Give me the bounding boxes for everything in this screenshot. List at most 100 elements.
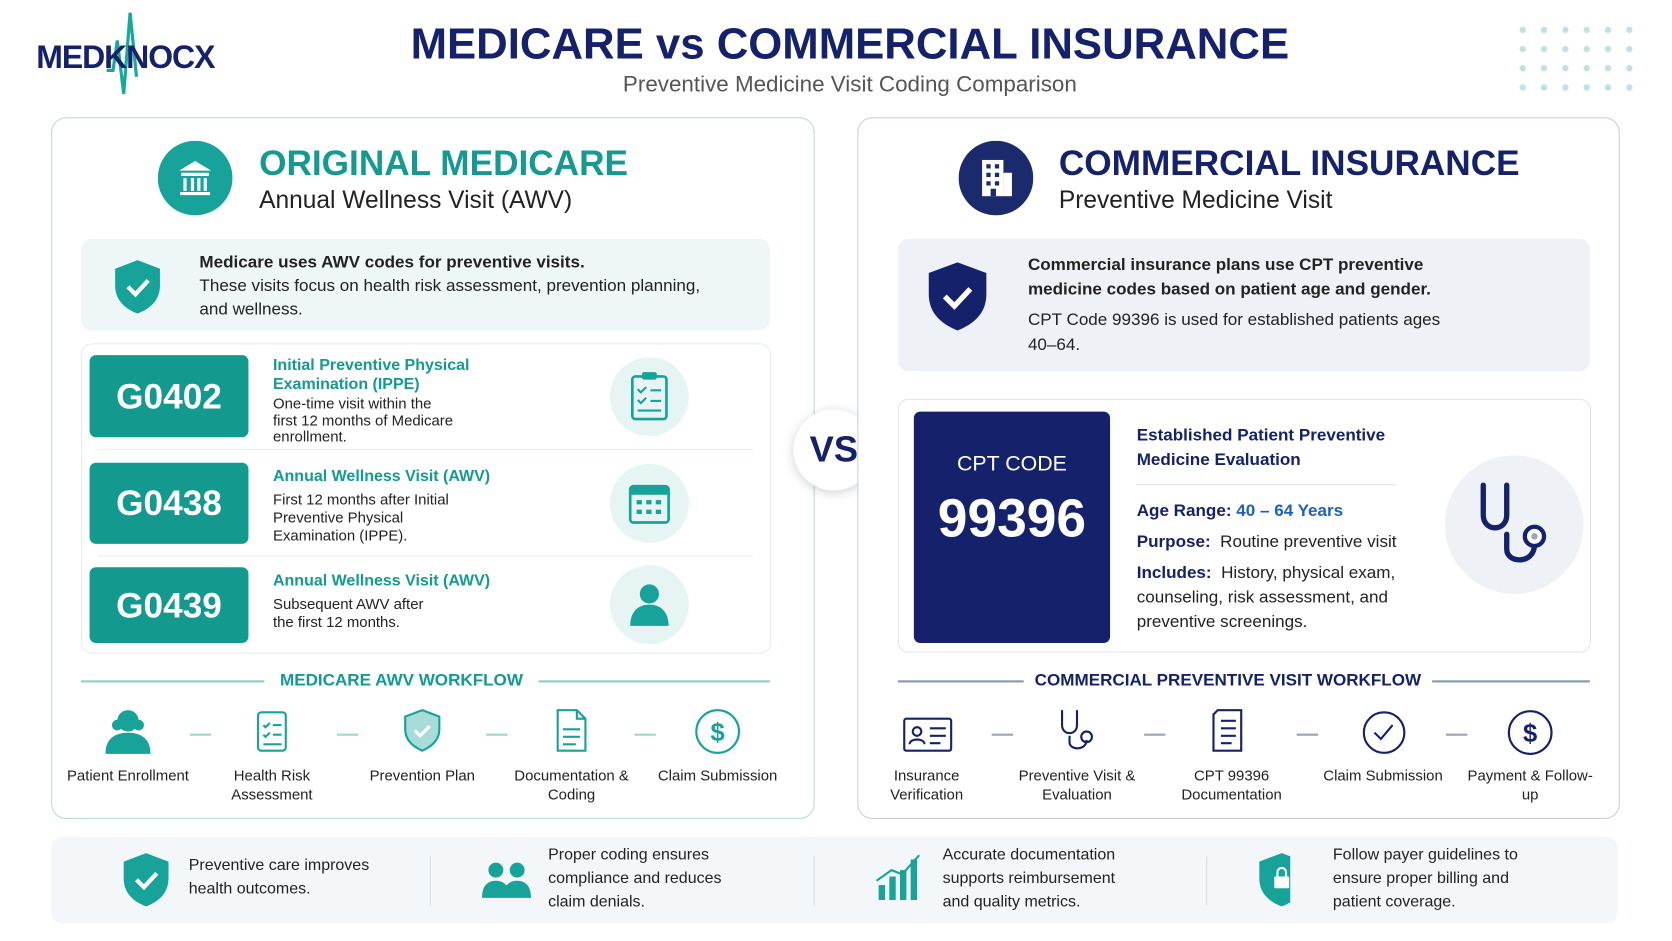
footer-text: Preventive care improves health outcomes… bbox=[188, 856, 370, 898]
cpt-title: Established Patient Preventive Medicine … bbox=[1136, 426, 1386, 470]
cpt-card: CPT CODE 99396 bbox=[913, 411, 1111, 643]
code-description: First 12 months after Initial Preventive… bbox=[272, 490, 449, 544]
arrow bbox=[189, 733, 211, 736]
shield-icon bbox=[115, 260, 160, 314]
bank-icon bbox=[157, 140, 233, 216]
workflow-icons: $ bbox=[105, 709, 741, 754]
logo-mark bbox=[106, 12, 139, 95]
stethoscope-icon bbox=[1444, 455, 1584, 594]
footer-text: Proper coding ensures compliance and red… bbox=[548, 845, 722, 911]
info-heading: Commercial insurance plans use CPT preve… bbox=[1027, 255, 1431, 299]
code-entry: Initial Preventive Physical Examination … bbox=[273, 356, 508, 445]
dot bbox=[1540, 45, 1548, 53]
rule bbox=[538, 680, 770, 683]
workflow-step: Preventive Visit & Evaluation bbox=[1018, 766, 1136, 803]
arrow bbox=[486, 733, 508, 736]
rule bbox=[1432, 680, 1590, 683]
code-badge: G0438 bbox=[89, 462, 249, 544]
dot bbox=[1626, 45, 1633, 53]
cpt-code: 99396 bbox=[937, 488, 1087, 549]
workflow-step: Health Risk Assessment bbox=[231, 766, 313, 803]
arrow bbox=[336, 733, 358, 736]
divider bbox=[1206, 856, 1208, 906]
workflow-step: CPT 99396 Documentation bbox=[1181, 766, 1282, 803]
workflow-step: Claim Submission bbox=[657, 766, 778, 784]
dot bbox=[1583, 84, 1590, 91]
medicare-title: ORIGINAL MEDICARE bbox=[259, 142, 628, 183]
subtitle: Preventive Medicine Visit Coding Compari… bbox=[622, 72, 1077, 98]
code-title: Initial Preventive Physical Examination … bbox=[272, 356, 470, 394]
dot bbox=[1519, 84, 1526, 91]
info-text: These visits focus on health risk assess… bbox=[199, 277, 701, 319]
info: Medicare uses AWV codes for preventive v… bbox=[199, 252, 711, 322]
workflow-step: Prevention Plan bbox=[369, 766, 475, 784]
dot bbox=[1604, 84, 1612, 91]
workflow-title: MEDICARE AWV WORKFLOW bbox=[279, 671, 523, 690]
dot bbox=[1519, 65, 1526, 72]
workflow-step: Claim Submission bbox=[1323, 766, 1443, 784]
dot bbox=[1604, 26, 1612, 34]
dot bbox=[1519, 26, 1526, 34]
detail-value: 40 – 64 Years bbox=[1236, 502, 1344, 521]
detail-label: Purpose: bbox=[1136, 533, 1211, 552]
detail-value: Routine preventive visit bbox=[1220, 533, 1397, 552]
info-box bbox=[81, 238, 770, 331]
dot bbox=[1626, 26, 1633, 34]
rule bbox=[897, 680, 1024, 683]
footer-text: Follow payer guidelines to ensure proper… bbox=[1332, 845, 1518, 911]
divider bbox=[98, 448, 753, 450]
dot bbox=[1583, 65, 1590, 72]
svg-text:$: $ bbox=[711, 719, 725, 747]
cpt-label: CPT CODE bbox=[957, 452, 1067, 476]
title: MEDICARE vs COMMERCIAL INSURANCE bbox=[410, 19, 1290, 69]
dot bbox=[1540, 84, 1548, 91]
divider bbox=[1136, 484, 1396, 486]
dot bbox=[1562, 84, 1569, 91]
arrow bbox=[1143, 733, 1165, 736]
code-description: Subsequent AWV after the first 12 months… bbox=[272, 595, 424, 631]
svg-text:$: $ bbox=[1523, 720, 1537, 748]
footer bbox=[51, 837, 1618, 924]
codes-box bbox=[81, 343, 771, 654]
info-box bbox=[897, 238, 1590, 372]
workflow-step: Patient Enrollment bbox=[66, 766, 189, 784]
dot bbox=[1626, 84, 1633, 91]
shield-icon bbox=[928, 262, 987, 331]
arrow bbox=[991, 733, 1013, 736]
building-icon bbox=[958, 140, 1034, 216]
code-description: One-time visit within the first 12 month… bbox=[272, 394, 454, 445]
footer-icons bbox=[123, 853, 1291, 907]
workflow-step: Payment & Follow-up bbox=[1467, 766, 1593, 803]
dot bbox=[1562, 65, 1569, 72]
commercial-subtitle: Preventive Medicine Visit bbox=[1058, 185, 1333, 214]
detail-value: History, physical exam, counseling, risk… bbox=[1136, 564, 1396, 632]
dot bbox=[1540, 26, 1548, 34]
detail-label: Includes: bbox=[1136, 564, 1212, 583]
medicare-subtitle: Annual Wellness Visit (AWV) bbox=[259, 185, 573, 214]
rule bbox=[81, 680, 265, 683]
dot bbox=[1626, 65, 1633, 72]
dot bbox=[1604, 45, 1612, 53]
code-entry: Annual Wellness Visit (AWV) Subsequent AW… bbox=[273, 572, 540, 632]
cpt-details: Age Range: 40 – 64 Years Purpose: Routin… bbox=[1137, 499, 1414, 634]
divider bbox=[429, 856, 431, 906]
code-icons bbox=[609, 357, 689, 645]
code-title: Annual Wellness Visit (AWV) bbox=[272, 467, 491, 486]
dot-pattern bbox=[1519, 26, 1633, 91]
logo: MEDKNOCX bbox=[36, 40, 215, 76]
divider bbox=[98, 555, 753, 557]
workflow-title: COMMERCIAL PREVENTIVE VISIT WORKFLOW bbox=[1034, 671, 1422, 690]
workflow-step: Insurance Verification bbox=[890, 766, 964, 803]
dot bbox=[1519, 45, 1526, 53]
commercial-title: COMMERCIAL INSURANCE bbox=[1058, 142, 1520, 183]
cpt-box bbox=[897, 398, 1591, 653]
code-badge: G0439 bbox=[89, 567, 249, 643]
workflow-step: Documentation & Coding bbox=[514, 766, 629, 803]
divider bbox=[813, 856, 815, 906]
arrow bbox=[1296, 733, 1318, 736]
footer-text: Accurate documentation supports reimburs… bbox=[942, 845, 1116, 911]
dot bbox=[1562, 26, 1569, 34]
arrow bbox=[1445, 733, 1468, 736]
